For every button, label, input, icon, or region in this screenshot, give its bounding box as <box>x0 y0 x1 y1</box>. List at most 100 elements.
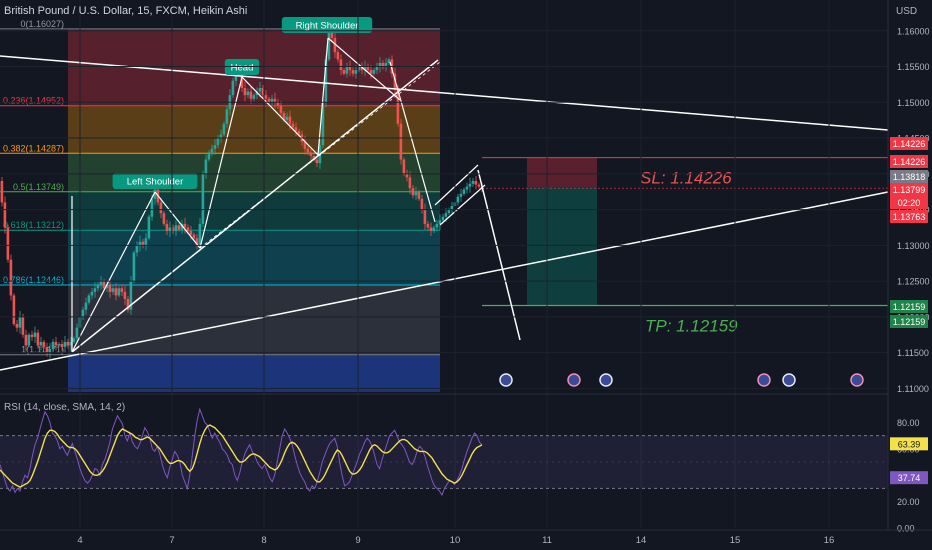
candle-body <box>183 223 187 228</box>
candle-body <box>426 223 430 228</box>
pattern-leg <box>317 37 329 156</box>
candle-body <box>267 98 271 103</box>
candle-body <box>327 28 331 60</box>
candle-body <box>264 95 268 99</box>
rsi-value-tag <box>890 437 928 451</box>
rising-trendline <box>71 59 439 353</box>
candle-body <box>9 259 13 296</box>
candle-body <box>108 284 112 292</box>
candle-body <box>168 227 172 232</box>
candle-body <box>345 66 349 74</box>
pattern-annotations[interactable]: Left Shoulder Head Right Shoulder <box>112 17 864 387</box>
candle-body <box>465 186 469 190</box>
candle-body <box>204 159 208 174</box>
fibonacci-retracement[interactable]: 0(1.16027) 0.236(1.14952) 0.382(1.14287) 0.… <box>0 19 440 392</box>
price-tick-label: 1.11500 <box>897 348 929 358</box>
candle-body <box>60 344 64 347</box>
trade-zones[interactable]: SL: 1.14226 TP: 1.12159 <box>482 157 888 336</box>
candle-body <box>210 148 214 153</box>
candle-body <box>330 28 334 38</box>
candle-body <box>171 227 175 232</box>
candle-body <box>387 59 391 63</box>
annotation-box <box>281 17 373 33</box>
economic-event-icon <box>850 373 864 387</box>
candle-body <box>366 66 370 71</box>
rsi-value-text: 63.39 <box>898 439 921 449</box>
candle-body <box>201 173 205 224</box>
candle-body <box>357 66 361 71</box>
candle-body <box>138 241 142 246</box>
candle-body <box>75 327 79 339</box>
candle-body <box>0 180 4 203</box>
candle-body <box>240 73 244 88</box>
candle-body <box>423 209 427 224</box>
flag-line <box>434 164 479 206</box>
candle-body <box>408 177 412 189</box>
candle-body <box>297 130 301 135</box>
candle-body <box>24 334 28 346</box>
candle-body <box>378 62 382 67</box>
annotation-box <box>112 173 198 189</box>
candle-body <box>132 252 136 282</box>
candle-body <box>96 284 100 289</box>
candle-body <box>396 87 400 124</box>
fib-level-label: 0.5(1.13749) <box>13 182 64 192</box>
candle-body <box>324 59 328 103</box>
pattern-leg <box>389 61 436 223</box>
price-tick-label: 1.15500 <box>897 62 930 72</box>
candle-body <box>384 62 388 67</box>
candle-body <box>471 180 475 184</box>
pattern-leg <box>71 191 156 353</box>
candle-body <box>351 70 355 74</box>
symbol-title[interactable]: British Pound / U.S. Dollar, 15, FXCM, H… <box>4 5 248 17</box>
price-tick-label: 1.13000 <box>897 241 930 251</box>
candle-body <box>72 338 76 342</box>
time-tick-label: 15 <box>730 535 741 546</box>
fib-level-label: 0.382(1.14287) <box>3 143 64 153</box>
currency-label: USD <box>896 6 918 17</box>
candle-body <box>150 198 154 217</box>
price-label-tag <box>890 137 928 150</box>
candle-body <box>294 127 298 131</box>
candle-body <box>333 37 337 53</box>
price-label-tag <box>890 170 928 183</box>
take-profit-zone <box>527 186 597 306</box>
candle-body <box>375 66 379 71</box>
candle-body <box>3 202 7 228</box>
candle-body <box>162 213 166 224</box>
candle-body <box>273 98 277 103</box>
rsi-line <box>0 407 483 497</box>
economic-event-icon <box>499 373 513 387</box>
time-tick-label: 16 <box>824 535 835 546</box>
candle-body <box>141 241 145 246</box>
candle-body <box>438 220 442 224</box>
time-tick-label: 14 <box>636 535 647 546</box>
price-label-tag <box>890 210 928 223</box>
annotation-label: Left Shoulder <box>127 177 184 188</box>
candle-body <box>414 191 418 196</box>
candle-body <box>444 213 448 217</box>
candle-body <box>48 349 52 353</box>
candle-body <box>252 95 256 99</box>
rsi-ma-line <box>0 424 483 488</box>
pattern-leg <box>154 191 201 249</box>
candle-body <box>225 109 229 124</box>
fib-level-label: 1(1.11471) <box>21 345 64 355</box>
price-label-text: 1.13818 <box>893 172 926 182</box>
rsi-title[interactable]: RSI (14, close, SMA, 14, 2) <box>4 402 126 413</box>
candle-body <box>399 123 403 160</box>
candle-body <box>63 341 67 347</box>
stop-loss-label: SL: 1.14226 <box>640 169 732 188</box>
fib-band <box>68 230 440 285</box>
projection-line <box>477 169 521 341</box>
economic-event-icon <box>599 373 613 387</box>
candle-body <box>447 209 451 214</box>
candle-body <box>285 116 289 121</box>
candle-body <box>165 223 169 232</box>
candle-body <box>411 188 415 196</box>
price-axis[interactable]: 1.160001.155001.150001.145001.140001.135… <box>0 0 930 528</box>
candle-body <box>51 341 55 350</box>
